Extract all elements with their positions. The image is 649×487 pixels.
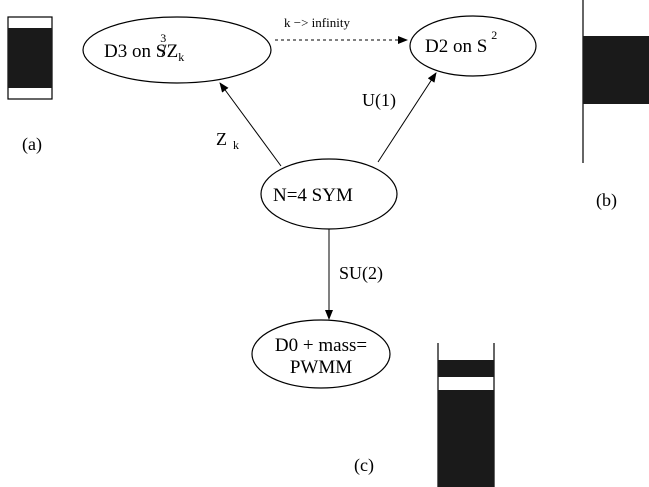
edge-su2: SU(2)	[329, 229, 383, 319]
panel-c-label: (c)	[354, 455, 374, 476]
node-d0-line2: PWMM	[290, 357, 352, 378]
node-d3-suffix: /Z	[161, 41, 178, 62]
node-d2-sup: 2	[491, 28, 497, 42]
panel-c-figure	[438, 343, 494, 487]
edge-u1: U(1)	[362, 73, 436, 162]
edge-k-infinity-label: k −> infinity	[284, 15, 350, 30]
edge-u1-label: U(1)	[362, 90, 396, 111]
node-d0-line1: D0 + mass=	[275, 335, 367, 356]
node-d0-pwmm: D0 + mass= PWMM	[252, 320, 390, 388]
node-d3-label: D3 on S	[104, 41, 166, 62]
panel-a-label: (a)	[22, 134, 42, 155]
panel-a-figure	[8, 17, 52, 99]
node-d3-sub: k	[178, 50, 184, 64]
node-n4-sym: N=4 SYM	[261, 159, 397, 229]
node-d2-on-s2: D2 on S 2	[410, 16, 536, 76]
panel-b-label: (b)	[596, 190, 617, 211]
node-d2-label: D2 on S	[425, 36, 487, 57]
node-d3-on-s3-zk: D3 on S3/Zk	[83, 17, 271, 83]
panel-b-figure	[583, 0, 649, 163]
edge-su2-label: SU(2)	[339, 263, 383, 284]
edge-zk-main: Z	[216, 129, 227, 149]
node-sym-label: N=4 SYM	[273, 185, 353, 206]
edge-zk-sub: k	[233, 138, 239, 152]
edge-k-infinity: k −> infinity	[275, 15, 407, 40]
